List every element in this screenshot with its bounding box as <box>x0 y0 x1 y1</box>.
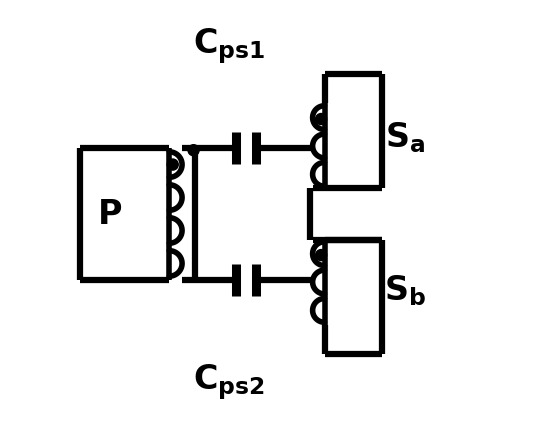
Circle shape <box>316 250 327 261</box>
Text: $\mathbf{S_b}$: $\mathbf{S_b}$ <box>384 273 426 308</box>
Text: $\mathbf{C_{ps2}}$: $\mathbf{C_{ps2}}$ <box>193 362 265 402</box>
Circle shape <box>188 145 199 156</box>
Circle shape <box>316 113 327 125</box>
Text: $\mathbf{P}$: $\mathbf{P}$ <box>97 197 123 231</box>
Text: $\mathbf{C_{ps1}}$: $\mathbf{C_{ps1}}$ <box>193 26 265 66</box>
Circle shape <box>167 159 178 170</box>
Text: $\mathbf{S_a}$: $\mathbf{S_a}$ <box>385 120 426 155</box>
